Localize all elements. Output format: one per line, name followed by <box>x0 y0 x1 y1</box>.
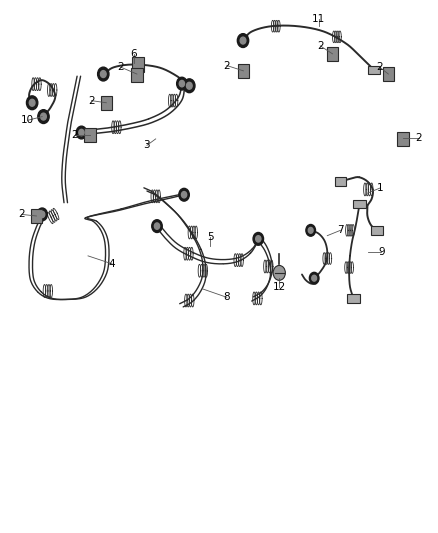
Text: 1: 1 <box>377 183 384 193</box>
Circle shape <box>177 77 187 90</box>
Circle shape <box>79 130 84 136</box>
Circle shape <box>237 34 249 47</box>
Circle shape <box>308 228 313 233</box>
Text: 8: 8 <box>223 292 230 302</box>
FancyBboxPatch shape <box>335 177 346 186</box>
Text: 3: 3 <box>144 140 150 150</box>
FancyBboxPatch shape <box>398 132 409 146</box>
FancyBboxPatch shape <box>85 127 96 142</box>
Circle shape <box>256 236 261 242</box>
Circle shape <box>184 79 195 93</box>
FancyBboxPatch shape <box>353 199 366 208</box>
Circle shape <box>38 110 49 124</box>
FancyBboxPatch shape <box>383 67 394 81</box>
Circle shape <box>179 80 184 87</box>
Circle shape <box>309 272 319 284</box>
Circle shape <box>181 191 187 198</box>
Text: 2: 2 <box>88 95 95 106</box>
Circle shape <box>26 96 38 110</box>
FancyBboxPatch shape <box>371 226 383 235</box>
Circle shape <box>29 99 35 106</box>
Text: 7: 7 <box>337 225 344 236</box>
Circle shape <box>253 232 264 245</box>
Circle shape <box>41 113 46 120</box>
Circle shape <box>98 67 109 81</box>
Circle shape <box>306 224 315 236</box>
Text: 12: 12 <box>272 282 286 292</box>
FancyBboxPatch shape <box>368 66 380 74</box>
Circle shape <box>100 70 106 77</box>
FancyBboxPatch shape <box>132 58 144 71</box>
Circle shape <box>154 223 159 229</box>
Circle shape <box>152 220 162 232</box>
Text: 2: 2 <box>376 62 383 72</box>
Text: 2: 2 <box>117 62 124 72</box>
Text: 4: 4 <box>109 259 115 269</box>
FancyBboxPatch shape <box>327 47 338 61</box>
FancyBboxPatch shape <box>238 64 249 78</box>
Text: 2: 2 <box>317 41 324 51</box>
FancyBboxPatch shape <box>101 96 112 110</box>
Text: 9: 9 <box>378 247 385 256</box>
Circle shape <box>187 82 192 89</box>
Circle shape <box>179 188 189 201</box>
Text: 5: 5 <box>207 232 214 243</box>
Circle shape <box>273 265 286 280</box>
FancyBboxPatch shape <box>31 209 42 223</box>
Text: 10: 10 <box>21 115 34 125</box>
Text: 2: 2 <box>223 61 230 70</box>
Circle shape <box>37 208 47 221</box>
Text: 6: 6 <box>131 49 137 59</box>
FancyBboxPatch shape <box>347 294 360 303</box>
Text: 2: 2 <box>416 133 422 143</box>
Text: 2: 2 <box>18 209 25 220</box>
Text: 2: 2 <box>71 130 78 140</box>
FancyBboxPatch shape <box>131 68 143 82</box>
Circle shape <box>240 37 246 44</box>
Circle shape <box>76 126 87 139</box>
Text: 11: 11 <box>312 14 325 25</box>
Circle shape <box>39 211 45 217</box>
Circle shape <box>312 275 317 281</box>
